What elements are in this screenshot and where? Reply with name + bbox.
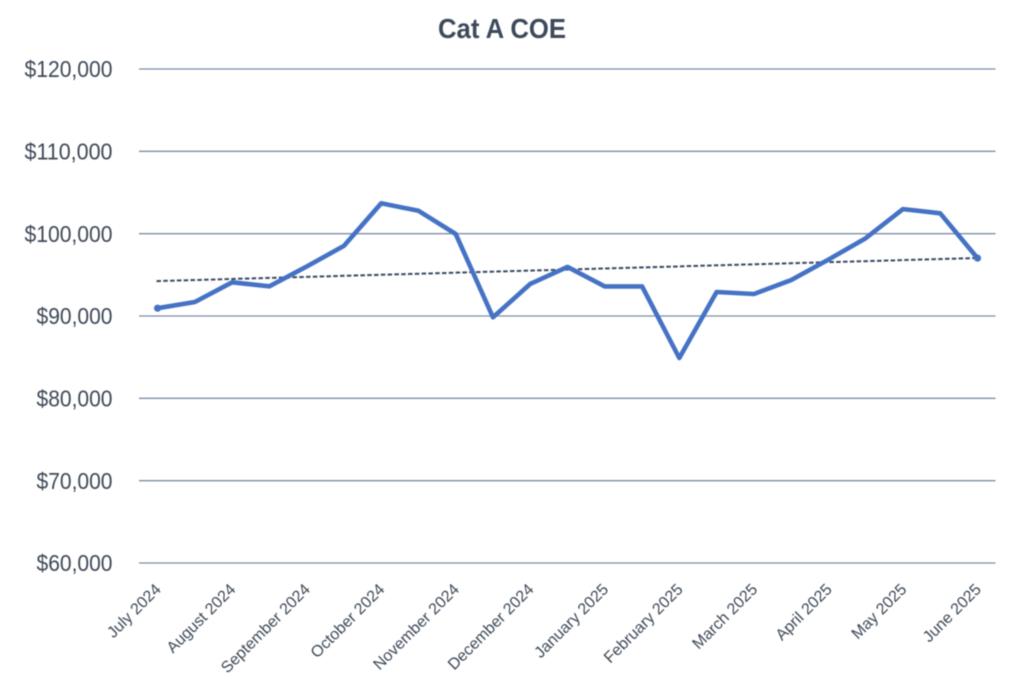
svg-text:$110,000: $110,000: [25, 139, 113, 165]
svg-text:$100,000: $100,000: [25, 221, 113, 247]
svg-text:$120,000: $120,000: [25, 56, 113, 82]
svg-text:$90,000: $90,000: [37, 303, 113, 329]
svg-text:$70,000: $70,000: [37, 468, 113, 494]
svg-text:$60,000: $60,000: [37, 550, 113, 576]
svg-text:$80,000: $80,000: [37, 386, 113, 412]
svg-text:Cat A COE: Cat A COE: [438, 13, 566, 44]
